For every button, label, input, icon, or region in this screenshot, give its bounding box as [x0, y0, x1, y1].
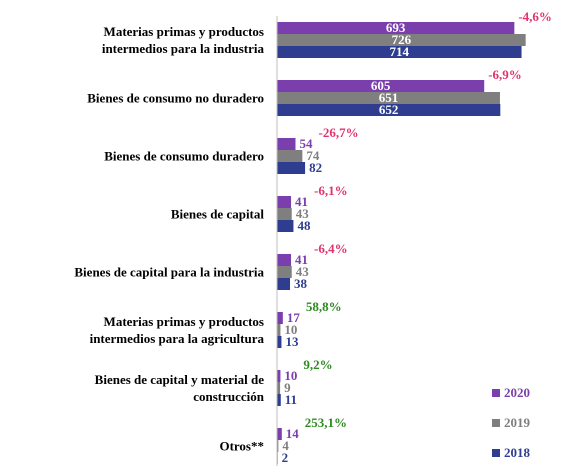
value-label: 726 [392, 32, 412, 47]
change-label: -26,7% [318, 125, 358, 140]
category-label: Materias primas y productos intermedios … [89, 314, 264, 346]
bar [277, 92, 500, 104]
category-label: Bienes de capital para la industria [74, 264, 264, 280]
bar [277, 370, 281, 382]
bar [277, 220, 294, 232]
bar [277, 196, 292, 208]
category-label: Bienes de consumo no duradero [87, 90, 264, 106]
value-label: 11 [285, 392, 297, 407]
value-label: 605 [371, 78, 391, 93]
category-label: Bienes de capital y material de construc… [94, 372, 264, 404]
change-label: -6,9% [488, 67, 522, 82]
bar [277, 324, 281, 336]
category-label: Bienes de capital [170, 206, 264, 222]
value-label: 14 [286, 426, 300, 441]
bar [277, 428, 282, 440]
category-label: Bienes de consumo duradero [104, 148, 264, 164]
value-label: 41 [295, 194, 308, 209]
legend-label: 2019 [504, 415, 531, 430]
change-label: 253,1% [305, 415, 347, 430]
value-label: 4 [282, 438, 289, 453]
bar [277, 266, 292, 278]
value-label: 82 [309, 160, 322, 175]
legend-swatch [492, 389, 500, 397]
bar [277, 46, 522, 58]
bar [277, 278, 291, 290]
value-label: 17 [287, 310, 301, 325]
change-label: -6,4% [314, 241, 348, 256]
value-label: 651 [379, 90, 399, 105]
change-label: 58,8% [306, 299, 342, 314]
value-label: 10 [284, 322, 297, 337]
value-label: 74 [306, 148, 320, 163]
legend-swatch [492, 419, 500, 427]
value-label: 9 [284, 380, 291, 395]
value-label: 41 [295, 252, 308, 267]
bar [277, 22, 515, 34]
value-label: 714 [390, 44, 410, 59]
change-label: -4,6% [518, 9, 552, 24]
change-label: -6,1% [314, 183, 348, 198]
category-label: Otros** [219, 438, 264, 454]
legend-swatch [492, 449, 500, 457]
bar [277, 254, 292, 266]
bar [277, 336, 282, 348]
bar [277, 394, 281, 406]
bar [277, 150, 303, 162]
bar [277, 34, 526, 46]
bar [277, 440, 279, 452]
legend-label: 2018 [504, 445, 531, 460]
bar [277, 162, 306, 174]
legend-label: 2020 [504, 385, 530, 400]
value-label: 54 [299, 136, 313, 151]
bar [277, 104, 501, 116]
value-label: 38 [294, 276, 308, 291]
value-label: 48 [297, 218, 311, 233]
category-label: Materias primas y productos intermedios … [101, 24, 264, 56]
value-label: 693 [386, 20, 406, 35]
value-label: 43 [296, 206, 310, 221]
change-label: 9,2% [303, 357, 332, 372]
value-label: 2 [282, 450, 289, 465]
value-label: 13 [285, 334, 299, 349]
bar [277, 80, 485, 92]
bar [277, 382, 281, 394]
value-label: 43 [296, 264, 310, 279]
bar [277, 138, 296, 150]
bar [277, 208, 292, 220]
bar [277, 312, 283, 324]
value-label: 652 [379, 102, 399, 117]
value-label: 10 [284, 368, 297, 383]
